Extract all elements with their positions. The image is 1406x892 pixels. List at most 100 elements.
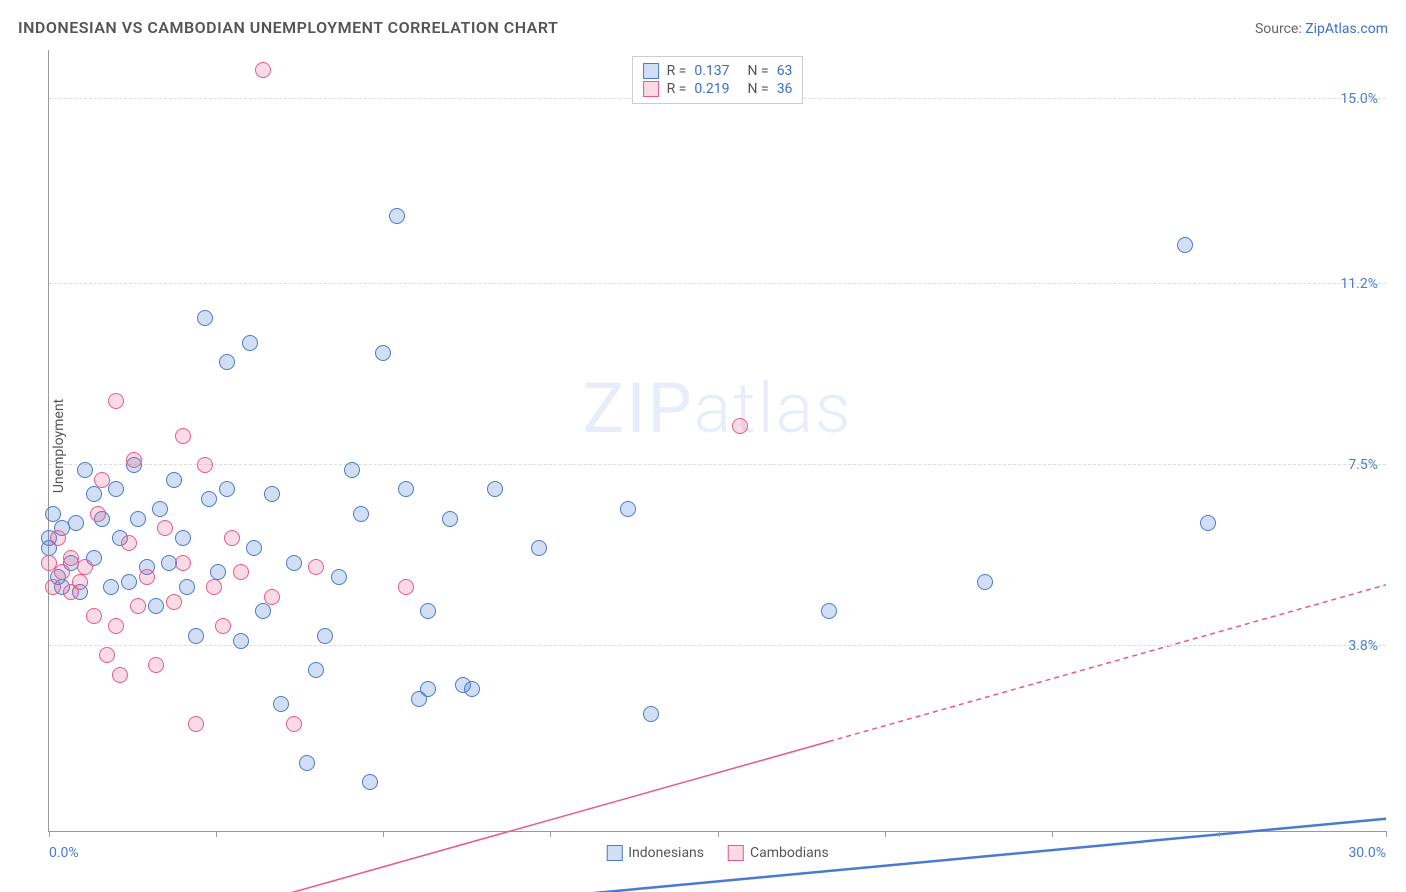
data-point xyxy=(45,579,61,595)
data-point xyxy=(643,706,659,722)
gridline xyxy=(49,645,1386,646)
data-point xyxy=(389,208,405,224)
data-point xyxy=(233,633,249,649)
data-point xyxy=(188,628,204,644)
data-point xyxy=(398,481,414,497)
data-point xyxy=(77,559,93,575)
data-point xyxy=(224,530,240,546)
data-point xyxy=(442,511,458,527)
x-axis-min-label: 0.0% xyxy=(49,845,79,861)
data-point xyxy=(175,428,191,444)
gridline xyxy=(49,283,1386,284)
data-point xyxy=(299,755,315,771)
data-point xyxy=(86,486,102,502)
legend-item: Indonesians xyxy=(606,845,704,861)
data-point xyxy=(219,481,235,497)
source-text: Source: ZipAtlas.com xyxy=(1255,21,1388,37)
series-legend: IndonesiansCambodians xyxy=(606,845,829,861)
watermark: ZIPatlas xyxy=(583,368,853,450)
data-point xyxy=(72,574,88,590)
data-point xyxy=(732,418,748,434)
x-tick xyxy=(550,831,551,837)
data-point xyxy=(50,530,66,546)
source-link[interactable]: ZipAtlas.com xyxy=(1305,21,1388,37)
data-point xyxy=(94,472,110,488)
x-tick xyxy=(1386,831,1387,837)
y-tick-label: 3.8% xyxy=(1348,638,1378,654)
data-point xyxy=(1177,237,1193,253)
data-point xyxy=(179,579,195,595)
data-point xyxy=(344,462,360,478)
data-point xyxy=(197,457,213,473)
data-point xyxy=(375,345,391,361)
x-tick xyxy=(49,831,50,837)
data-point xyxy=(45,506,61,522)
data-point xyxy=(821,603,837,619)
data-point xyxy=(286,716,302,732)
data-point xyxy=(242,335,258,351)
y-tick-label: 11.2% xyxy=(1340,276,1378,292)
x-tick xyxy=(216,831,217,837)
data-point xyxy=(317,628,333,644)
data-point xyxy=(420,603,436,619)
data-point xyxy=(130,598,146,614)
data-point xyxy=(175,530,191,546)
data-point xyxy=(112,667,128,683)
data-point xyxy=(255,62,271,78)
data-point xyxy=(420,681,436,697)
data-point xyxy=(215,618,231,634)
data-point xyxy=(157,520,173,536)
data-point xyxy=(126,452,142,468)
x-tick xyxy=(885,831,886,837)
data-point xyxy=(148,657,164,673)
data-point xyxy=(166,594,182,610)
legend-swatch xyxy=(728,845,744,861)
data-point xyxy=(353,506,369,522)
data-point xyxy=(201,491,217,507)
data-point xyxy=(99,647,115,663)
correlation-legend: R =0.137N =63 R =0.219N =36 xyxy=(632,56,804,104)
data-point xyxy=(308,662,324,678)
data-point xyxy=(977,574,993,590)
data-point xyxy=(210,564,226,580)
data-point xyxy=(90,506,106,522)
legend-row: R =0.137N =63 xyxy=(643,63,793,79)
y-tick-label: 7.5% xyxy=(1348,457,1378,473)
scatter-plot: ZIPatlas R =0.137N =63R =0.219N =36 Indo… xyxy=(48,50,1386,832)
trend-lines xyxy=(49,50,1386,892)
data-point xyxy=(188,716,204,732)
data-point xyxy=(139,569,155,585)
x-tick xyxy=(1219,831,1220,837)
data-point xyxy=(255,603,271,619)
data-point xyxy=(152,501,168,517)
legend-swatch xyxy=(606,845,622,861)
data-point xyxy=(273,696,289,712)
legend-swatch xyxy=(643,81,659,97)
data-point xyxy=(398,579,414,595)
chart-title: INDONESIAN VS CAMBODIAN UNEMPLOYMENT COR… xyxy=(18,18,558,37)
gridline xyxy=(49,464,1386,465)
data-point xyxy=(54,564,70,580)
y-tick-label: 15.0% xyxy=(1340,91,1378,107)
data-point xyxy=(103,579,119,595)
data-point xyxy=(77,462,93,478)
data-point xyxy=(108,618,124,634)
data-point xyxy=(121,535,137,551)
data-point xyxy=(86,608,102,624)
data-point xyxy=(487,481,503,497)
data-point xyxy=(175,555,191,571)
legend-row: R =0.219N =36 xyxy=(643,81,793,97)
data-point xyxy=(620,501,636,517)
data-point xyxy=(246,540,262,556)
data-point xyxy=(219,354,235,370)
legend-swatch xyxy=(643,63,659,79)
data-point xyxy=(464,681,480,697)
data-point xyxy=(362,774,378,790)
data-point xyxy=(130,511,146,527)
data-point xyxy=(264,589,280,605)
data-point xyxy=(233,564,249,580)
data-point xyxy=(264,486,280,502)
x-tick xyxy=(1052,831,1053,837)
x-tick xyxy=(383,831,384,837)
data-point xyxy=(68,515,84,531)
